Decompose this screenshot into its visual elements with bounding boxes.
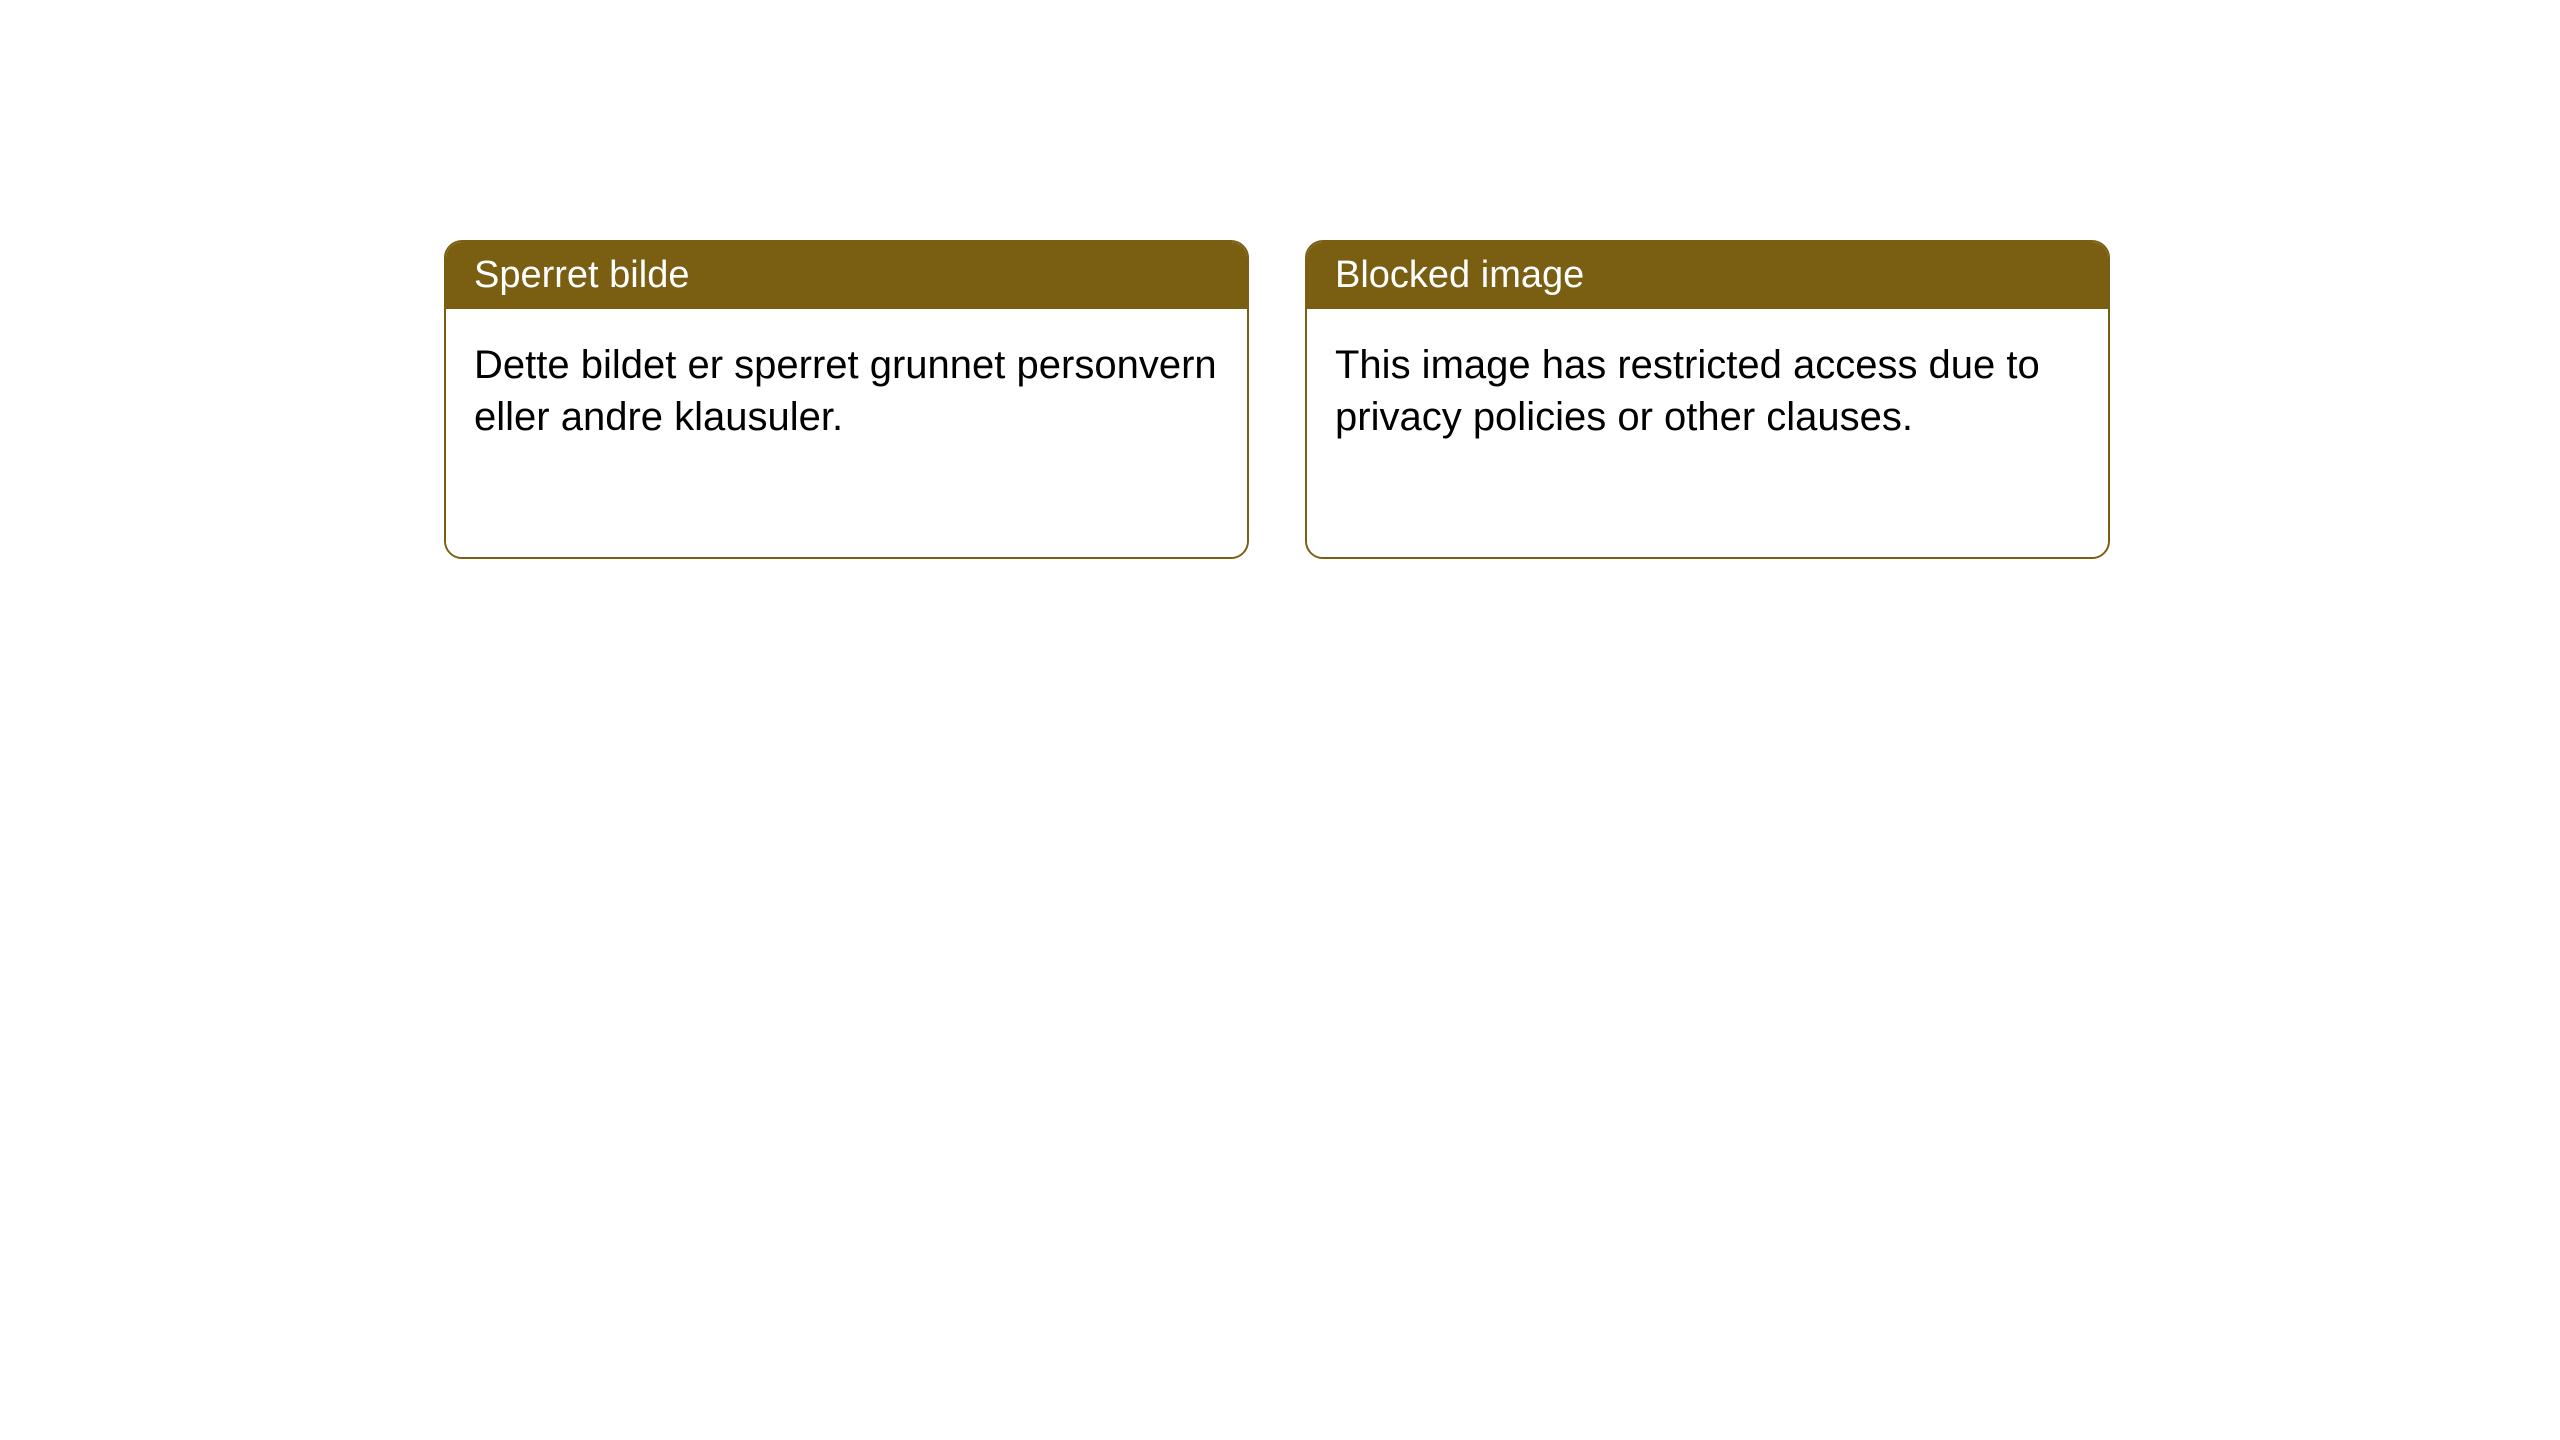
notice-card-norwegian: Sperret bilde Dette bildet er sperret gr… xyxy=(444,240,1249,559)
card-body-text: This image has restricted access due to … xyxy=(1335,339,2080,443)
notice-card-english: Blocked image This image has restricted … xyxy=(1305,240,2110,559)
notice-cards-container: Sperret bilde Dette bildet er sperret gr… xyxy=(444,240,2110,559)
card-header: Sperret bilde xyxy=(446,242,1247,309)
card-body: Dette bildet er sperret grunnet personve… xyxy=(446,309,1247,557)
card-body-text: Dette bildet er sperret grunnet personve… xyxy=(474,339,1219,443)
card-header: Blocked image xyxy=(1307,242,2108,309)
card-header-title: Sperret bilde xyxy=(474,254,689,296)
card-body: This image has restricted access due to … xyxy=(1307,309,2108,557)
card-header-title: Blocked image xyxy=(1335,254,1584,296)
